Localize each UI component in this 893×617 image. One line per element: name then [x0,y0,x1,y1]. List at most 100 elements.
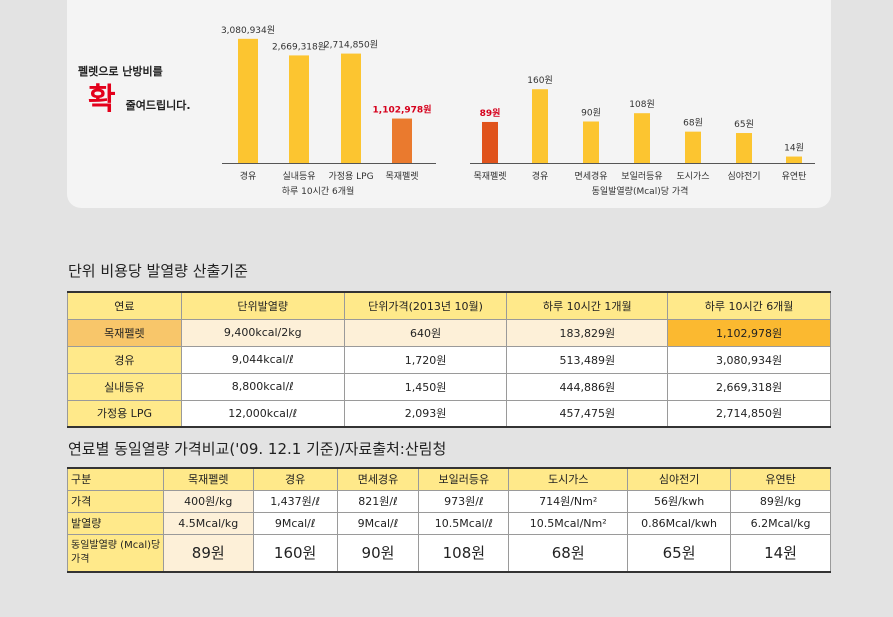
table2-cell: 56원/kwh [627,489,732,513]
table-row: 가격 400원/kg 1,437원/ℓ 821원/ℓ 973원/ℓ 714원/N… [67,489,831,513]
table1-header: 단위발열량 [180,291,345,320]
chart-bar [482,121,498,163]
table1-header-row: 연료 단위발열량 단위가격(2013년 10월) 하루 10시간 1개월 하루 … [67,291,831,320]
table1-cell: 2,714,850원 [667,399,831,428]
table2-cell: 714원/Nm² [508,489,629,513]
table2-cell: 821원/ℓ [336,489,420,513]
table1-header: 단위가격(2013년 10월) [343,291,508,320]
table2-cell: 10.5Mcal/ℓ [418,511,510,535]
promo-line2: 줄여드립니다. [125,99,191,112]
table1-cell: 경유 [67,345,182,374]
table2-header: 보일러등유 [418,467,510,491]
chart-category-label: 경유 [240,170,257,182]
table1-cell: 9,400kcal/2kg [180,318,345,347]
promo-line1: 펠렛으로 난방비를 [78,65,163,78]
chart-bar [634,113,650,163]
table2-cell: 9Mcal/ℓ [336,511,420,535]
table2-cell: 10.5Mcal/Nm² [508,511,629,535]
table-row: 가정용 LPG 12,000kcal/ℓ 2,093원 457,475원 2,7… [67,399,831,428]
chart-bar [238,38,258,163]
table1-cell: 2,093원 [343,399,508,428]
chart-data-label: 90원 [581,108,601,119]
chart-category-label: 목재펠렛 [385,170,418,182]
table1-cell: 12,000kcal/ℓ [180,399,345,428]
table2-header-row: 구분 목재펠렛 경유 면세경유 보일러등유 도시가스 심야전기 유연탄 [67,467,831,491]
table1-header: 하루 10시간 1개월 [506,291,669,320]
table1-cell: 2,669,318원 [667,372,831,401]
chart-data-label: 89원 [480,107,501,119]
table2-header: 유연탄 [730,467,831,491]
table2-cell: 89원/kg [730,489,831,513]
table1-cell: 457,475원 [506,399,669,428]
table1-cell: 183,829원 [506,318,669,347]
chart-bar [786,156,802,163]
promo-big-char: 확 [88,82,116,117]
table1-cell: 9,044kcal/ℓ [180,345,345,374]
table-row: 실내등유 8,800kcal/ℓ 1,450원 444,886원 2,669,3… [67,372,831,401]
table2-cell: 발열량 [67,511,164,535]
chart-data-label: 1,102,978원 [373,104,432,116]
table1-cell: 1,450원 [343,372,508,401]
table1-cell: 640원 [343,318,508,347]
table2-header: 심야전기 [627,467,732,491]
table2-header: 면세경유 [336,467,420,491]
table2-cell: 160원 [252,533,338,573]
table1-cell: 444,886원 [506,372,669,401]
table-heating-basis: 연료 단위발열량 단위가격(2013년 10월) 하루 10시간 1개월 하루 … [67,291,831,428]
chart-bar [532,89,548,163]
table1-cell: 513,489원 [506,345,669,374]
table1-cell: 가정용 LPG [67,399,182,428]
chart-data-label: 65원 [734,119,754,130]
chart-bar [583,121,599,163]
chart-data-label: 160원 [527,75,552,86]
chart-bar [289,55,309,163]
table2-cell: 14원 [730,533,831,573]
chart-data-label: 2,669,318원 [272,41,326,52]
table1-cell: 8,800kcal/ℓ [180,372,345,401]
promo-text: 펠렛으로 난방비를 확 줄여드립니다. [78,63,218,115]
table-row: 발열량 4.5Mcal/kg 9Mcal/ℓ 9Mcal/ℓ 10.5Mcal/… [67,511,831,535]
chart-bar [392,118,412,163]
table1-cell: 목재펠렛 [67,318,182,347]
table2-cell: 90원 [336,533,420,573]
chart-data-label: 3,080,934원 [221,25,275,36]
table2-header: 목재펠렛 [162,467,254,491]
table-price-comparison: 구분 목재펠렛 경유 면세경유 보일러등유 도시가스 심야전기 유연탄 가격 4… [67,467,831,573]
table2-cell: 108원 [418,533,510,573]
chart-data-label: 68원 [683,118,703,129]
table2-cell: 가격 [67,489,164,513]
table2-cell: 68원 [508,533,629,573]
table2-cell: 0.86Mcal/kwh [627,511,732,535]
chart-data-label: 108원 [629,99,654,110]
table1-title: 단위 비용당 발열량 산출기준 [68,262,248,280]
table2-cell: 6.2Mcal/kg [730,511,831,535]
chart-x-axis-label: 하루 10시간 6개월 [282,185,355,197]
chart-category-label: 경유 [532,170,549,182]
chart-bar [736,133,752,163]
table1-cell: 1,720원 [343,345,508,374]
table2-cell: 1,437원/ℓ [252,489,338,513]
chart-category-label: 면세경유 [574,170,607,182]
table-row: 목재펠렛 9,400kcal/2kg 640원 183,829원 1,102,9… [67,318,831,347]
chart-bar [685,131,701,163]
table1-header: 연료 [67,291,182,320]
table2-cell: 4.5Mcal/kg [162,511,254,535]
table1-cell: 3,080,934원 [667,345,831,374]
table1-cell: 1,102,978원 [667,318,831,347]
chart-category-label: 유연탄 [782,171,807,182]
table2-cell: 400원/kg [162,489,254,513]
chart-category-label: 가정용 LPG [328,171,373,182]
table-row: 경유 9,044kcal/ℓ 1,720원 513,489원 3,080,934… [67,345,831,374]
chart-x-axis-label: 동일발열량(Mcal)당 가격 [592,185,689,197]
table2-cell: 65원 [627,533,732,573]
table-row: 동일발열량 (Mcal)당 가격 89원 160원 90원 108원 68원 6… [67,533,831,573]
table2-header: 경유 [252,467,338,491]
chart-panel [67,0,831,208]
table2-cell: 9Mcal/ℓ [252,511,338,535]
table2-cell: 973원/ℓ [418,489,510,513]
table1-header: 하루 10시간 6개월 [667,291,831,320]
table2-header: 구분 [67,467,164,491]
chart-category-label: 도시가스 [676,171,709,182]
chart-data-label: 2,714,850원 [324,40,378,51]
